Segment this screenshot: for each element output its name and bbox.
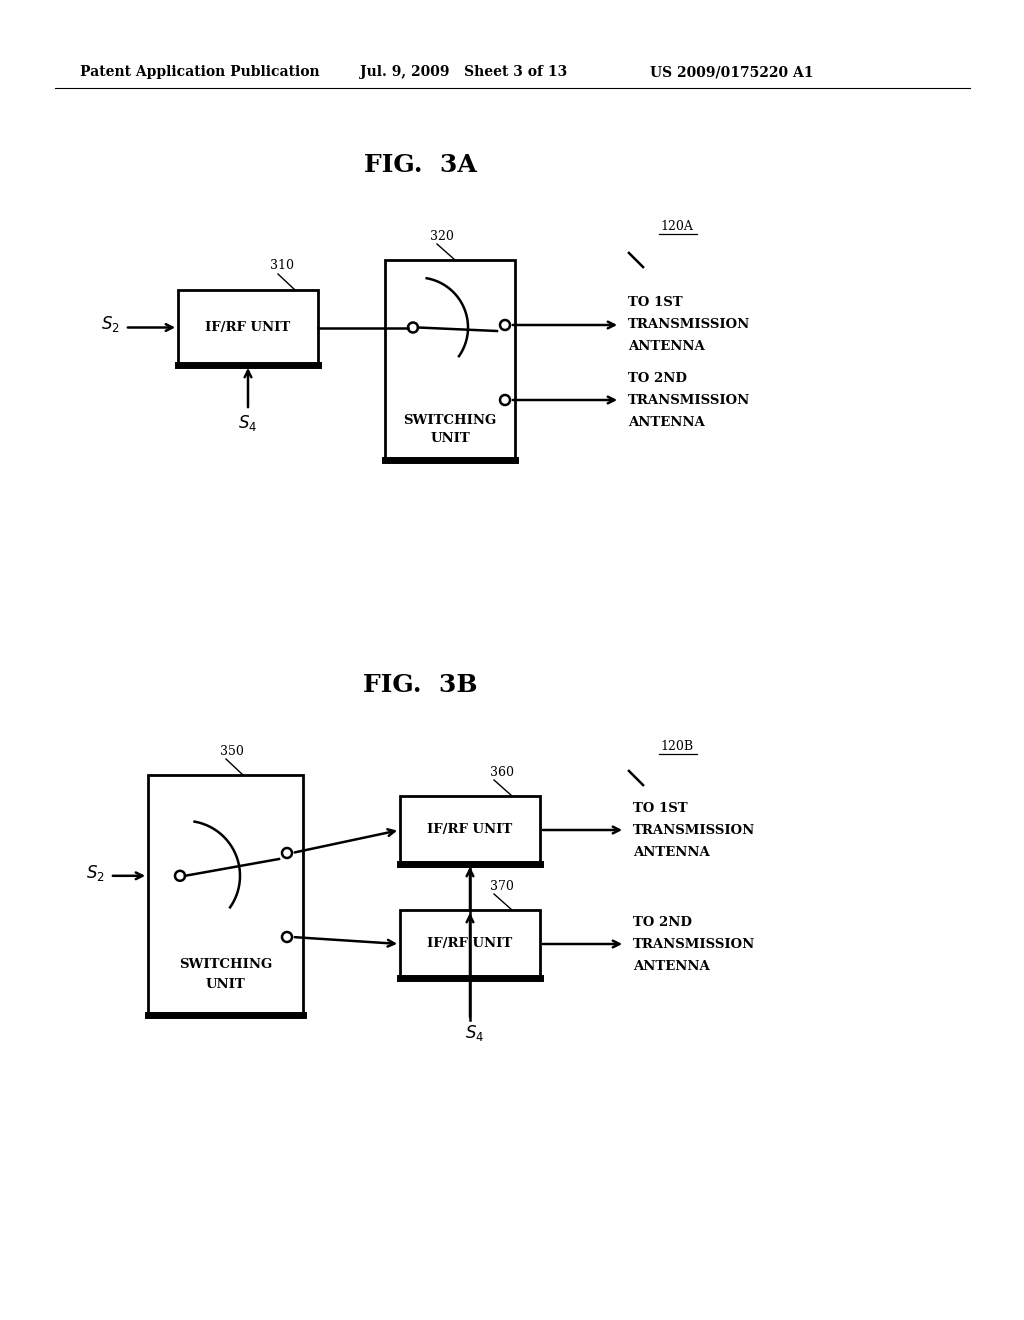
- Text: Jul. 9, 2009   Sheet 3 of 13: Jul. 9, 2009 Sheet 3 of 13: [360, 65, 567, 79]
- Text: TO 1ST: TO 1ST: [633, 801, 688, 814]
- Text: 120B: 120B: [660, 741, 693, 752]
- Polygon shape: [400, 909, 540, 978]
- Text: 320: 320: [430, 230, 454, 243]
- Text: UNIT: UNIT: [206, 978, 246, 991]
- Polygon shape: [178, 290, 318, 366]
- Text: TRANSMISSION: TRANSMISSION: [628, 393, 751, 407]
- Text: FIG.  3B: FIG. 3B: [362, 673, 477, 697]
- Text: 120A: 120A: [660, 220, 693, 234]
- Text: UNIT: UNIT: [430, 432, 470, 445]
- Text: 350: 350: [220, 744, 244, 758]
- Text: $S_4$: $S_4$: [465, 1023, 484, 1043]
- Text: $S_2$: $S_2$: [86, 863, 104, 883]
- Text: ANTENNA: ANTENNA: [633, 960, 710, 973]
- Text: US 2009/0175220 A1: US 2009/0175220 A1: [650, 65, 813, 79]
- Text: $S_4$: $S_4$: [239, 413, 258, 433]
- Text: TRANSMISSION: TRANSMISSION: [633, 937, 756, 950]
- Polygon shape: [400, 796, 540, 865]
- Text: TRANSMISSION: TRANSMISSION: [628, 318, 751, 331]
- Text: 370: 370: [490, 880, 514, 894]
- Text: SWITCHING: SWITCHING: [179, 958, 272, 972]
- Text: 310: 310: [270, 259, 294, 272]
- Text: $S_2$: $S_2$: [100, 314, 120, 334]
- Text: TO 2ND: TO 2ND: [633, 916, 692, 928]
- Text: TO 1ST: TO 1ST: [628, 297, 683, 309]
- Text: Patent Application Publication: Patent Application Publication: [80, 65, 319, 79]
- Text: FIG.  3A: FIG. 3A: [364, 153, 476, 177]
- Text: ANTENNA: ANTENNA: [633, 846, 710, 858]
- Text: ANTENNA: ANTENNA: [628, 416, 705, 429]
- Polygon shape: [148, 775, 303, 1015]
- Text: SWITCHING: SWITCHING: [403, 413, 497, 426]
- Text: IF/RF UNIT: IF/RF UNIT: [206, 321, 291, 334]
- Text: TRANSMISSION: TRANSMISSION: [633, 824, 756, 837]
- Text: TO 2ND: TO 2ND: [628, 371, 687, 384]
- Text: IF/RF UNIT: IF/RF UNIT: [427, 937, 513, 950]
- Polygon shape: [385, 260, 515, 459]
- Text: 360: 360: [490, 766, 514, 779]
- Text: ANTENNA: ANTENNA: [628, 341, 705, 354]
- Text: IF/RF UNIT: IF/RF UNIT: [427, 824, 513, 837]
